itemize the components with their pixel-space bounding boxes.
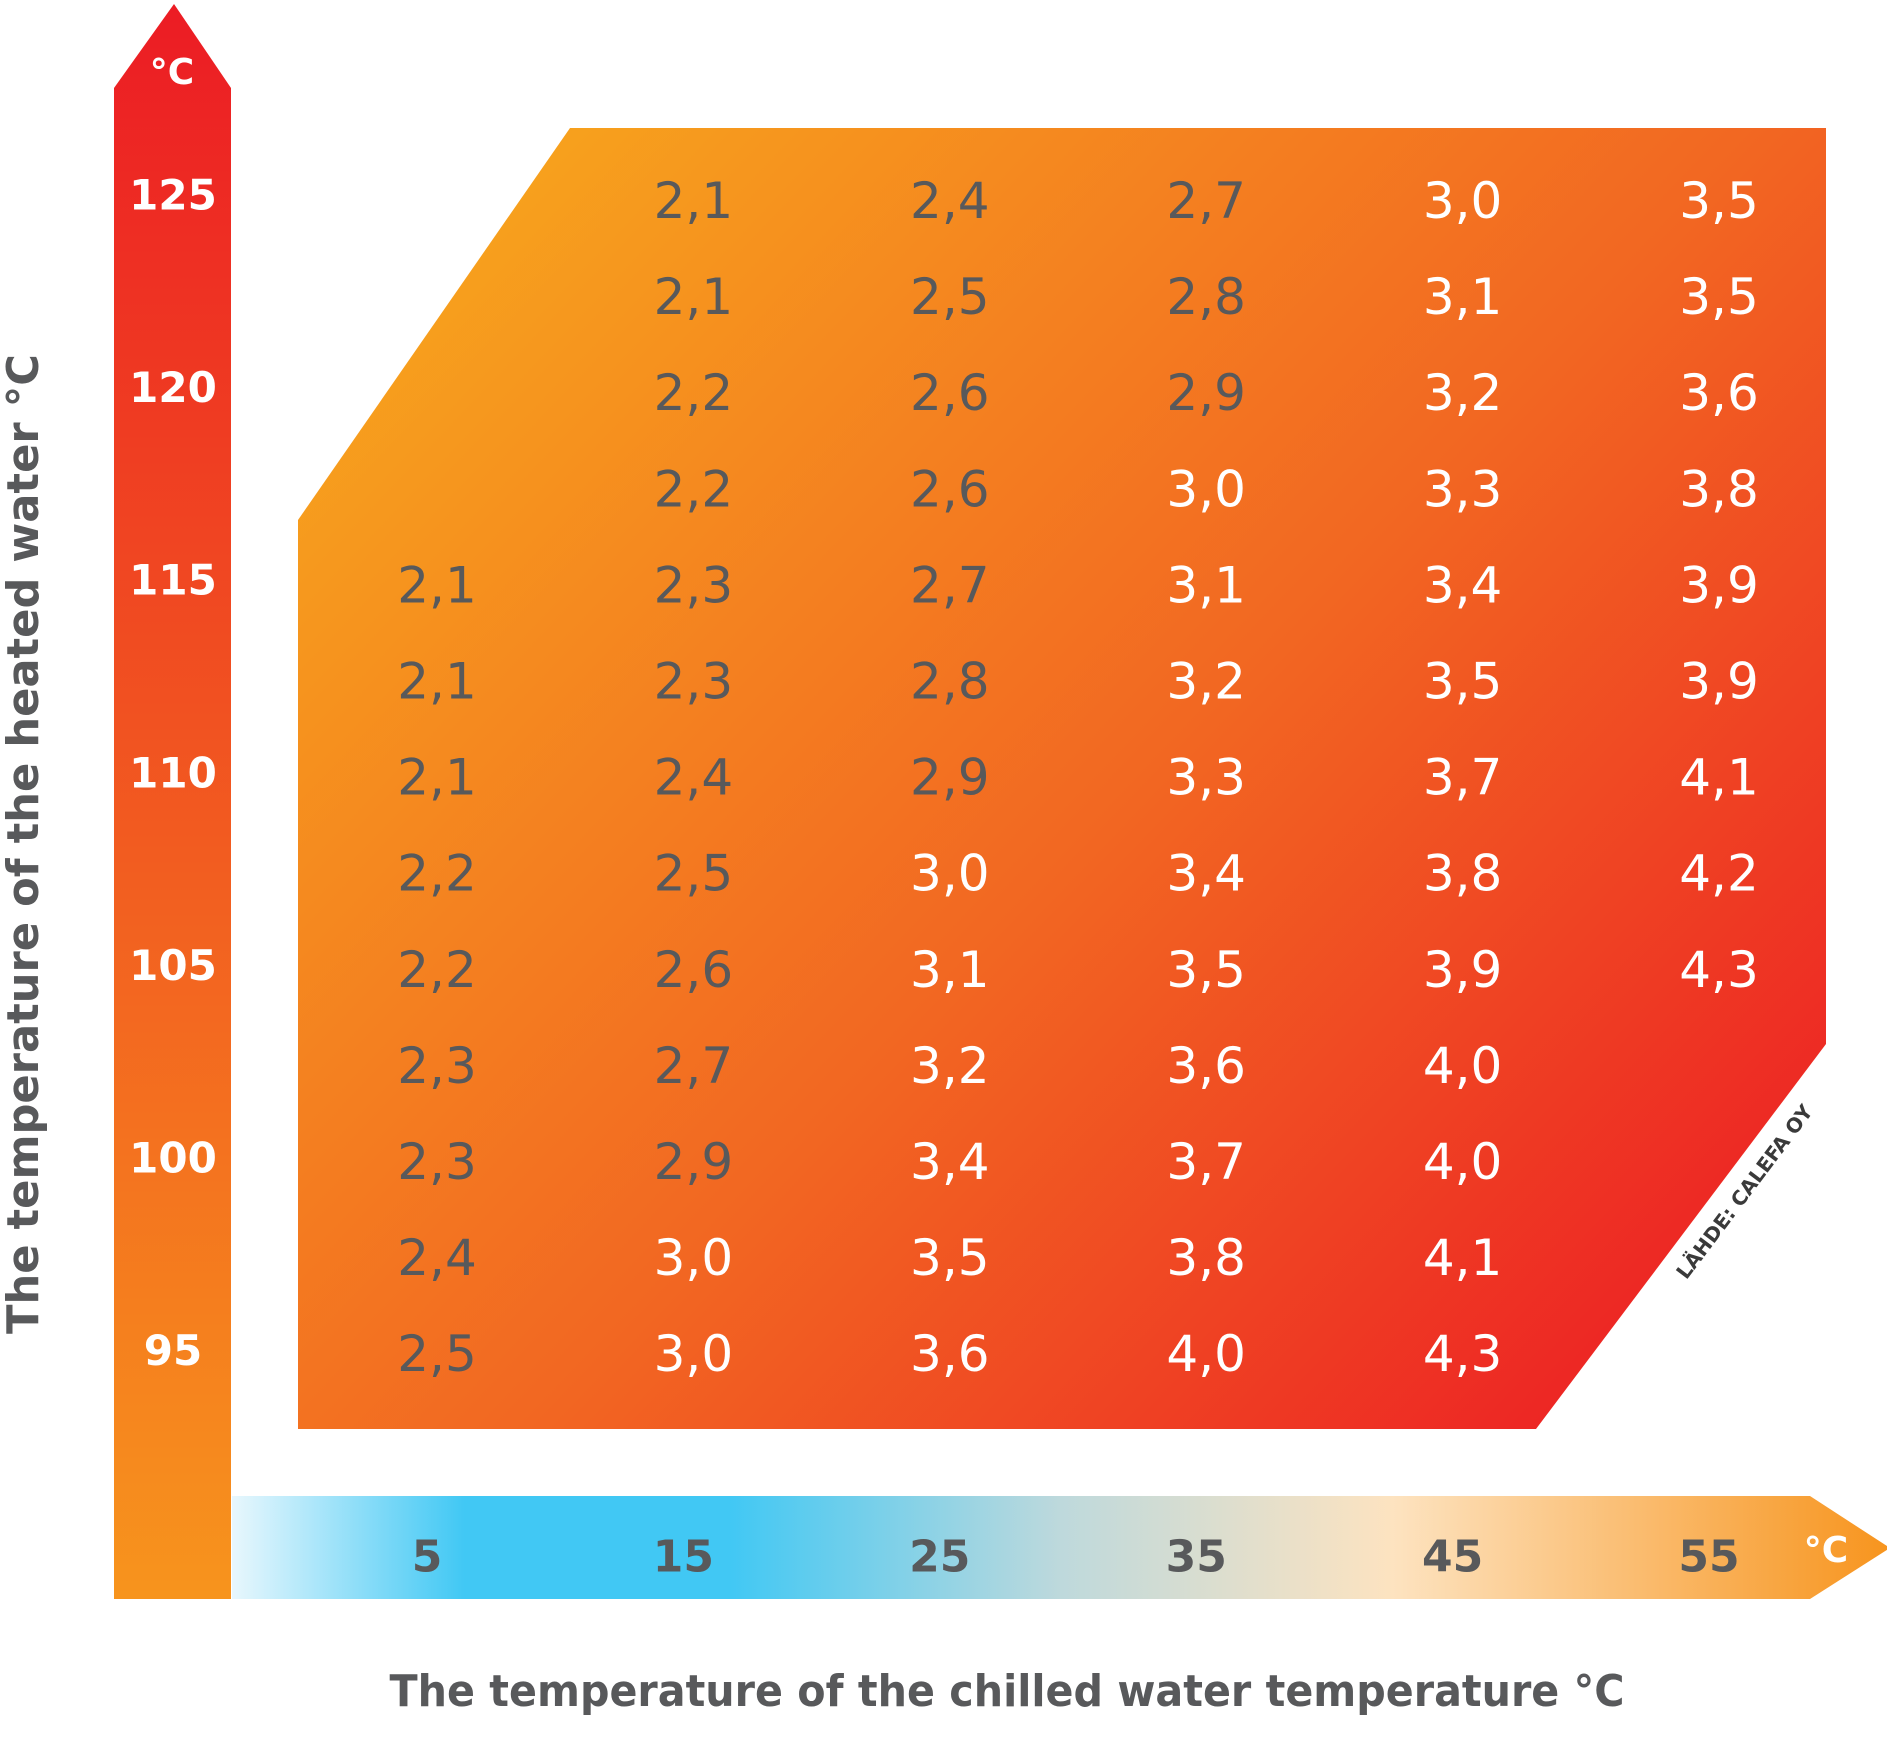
value-cell: 3,5	[1679, 172, 1759, 230]
x-tick-label: 35	[1166, 1532, 1227, 1583]
value-cell: 3,6	[910, 1325, 990, 1383]
value-cell: 2,3	[397, 1133, 477, 1191]
y-tick-label: 125	[129, 171, 217, 220]
value-cell: 2,5	[654, 845, 734, 903]
value-cell: 2,1	[397, 556, 477, 614]
value-cell: 4,0	[1423, 1037, 1503, 1095]
value-cell: 2,3	[397, 1037, 477, 1095]
value-cell: 3,3	[1423, 460, 1503, 518]
value-cell: 3,7	[1166, 1133, 1246, 1191]
y-tick-labels: 125 120 115 110 105 100 95	[129, 171, 217, 1376]
value-cell: 2,4	[654, 749, 734, 807]
value-cell: 3,1	[1423, 268, 1503, 326]
y-tick-label: 100	[129, 1134, 217, 1183]
value-cell: 2,7	[1166, 172, 1246, 230]
value-cell: 2,6	[910, 460, 990, 518]
value-cell: 2,9	[910, 749, 990, 807]
value-cell: 4,1	[1679, 749, 1759, 807]
value-cell: 3,8	[1679, 460, 1759, 518]
x-tick-label: 25	[909, 1532, 970, 1583]
value-cell: 2,2	[654, 364, 734, 422]
value-cells: 2,1 2,4 2,7 3,0 3,5 2,1 2,5 2,8 3,1 3,5 2,2 2,6 2,9 3…	[397, 172, 1759, 1383]
value-cell: 3,2	[1166, 653, 1246, 711]
x-tick-label: 5	[412, 1532, 443, 1583]
value-cell: 2,6	[910, 364, 990, 422]
y-tick-label: 120	[129, 363, 217, 412]
value-cell: 2,3	[654, 653, 734, 711]
value-cell: 4,0	[1423, 1133, 1503, 1191]
value-cell: 2,8	[910, 653, 990, 711]
x-tick-labels: 5 15 25 35 45 55	[412, 1532, 1740, 1583]
value-cell: 2,1	[397, 749, 477, 807]
y-tick-label: 110	[129, 748, 217, 797]
value-cell: 3,6	[1679, 364, 1759, 422]
value-cell: 2,9	[1166, 364, 1246, 422]
value-cell: 2,8	[1166, 268, 1246, 326]
value-cell: 3,5	[1166, 941, 1246, 999]
value-cell: 2,2	[397, 845, 477, 903]
value-cell: 3,0	[654, 1229, 734, 1287]
x-tick-label: 45	[1422, 1532, 1483, 1583]
value-cell: 2,1	[397, 653, 477, 711]
value-cell: 2,4	[397, 1229, 477, 1287]
value-cell: 3,9	[1679, 556, 1759, 614]
value-cell: 4,1	[1423, 1229, 1503, 1287]
value-cell: 3,5	[1423, 653, 1503, 711]
value-cell: 2,5	[910, 268, 990, 326]
value-cell: 3,0	[1166, 460, 1246, 518]
x-tick-label: 15	[653, 1532, 714, 1583]
value-cell: 3,8	[1423, 845, 1503, 903]
value-cell: 3,7	[1423, 749, 1503, 807]
value-panel	[298, 128, 1826, 1429]
value-cell: 3,1	[910, 941, 990, 999]
value-cell: 2,4	[910, 172, 990, 230]
value-cell: 3,9	[1423, 941, 1503, 999]
value-cell: 2,6	[654, 941, 734, 999]
value-cell: 2,5	[397, 1325, 477, 1383]
value-cell: 3,0	[654, 1325, 734, 1383]
value-cell: 3,1	[1166, 556, 1246, 614]
x-axis-title: The temperature of the chilled water tem…	[390, 1666, 1625, 1717]
heated-water-axis-arrow	[114, 4, 231, 1599]
y-tick-label: 105	[129, 941, 217, 990]
value-cell: 4,0	[1166, 1325, 1246, 1383]
y-unit-label: °C	[150, 52, 194, 93]
value-cell: 4,3	[1679, 941, 1759, 999]
value-cell: 3,4	[1423, 556, 1503, 614]
y-axis-title: The temperature of the heated water °C	[0, 354, 49, 1334]
value-cell: 3,5	[1679, 268, 1759, 326]
value-cell: 3,2	[910, 1037, 990, 1095]
value-cell: 2,1	[654, 172, 734, 230]
value-cell: 3,8	[1166, 1229, 1246, 1287]
value-cell: 3,6	[1166, 1037, 1246, 1095]
value-cell: 3,5	[910, 1229, 990, 1287]
x-tick-label: 55	[1678, 1532, 1739, 1583]
value-cell: 2,9	[654, 1133, 734, 1191]
x-unit-label: °C	[1804, 1530, 1848, 1571]
value-cell: 3,2	[1423, 364, 1503, 422]
value-cell: 3,4	[910, 1133, 990, 1191]
value-cell: 2,2	[654, 460, 734, 518]
value-cell: 2,1	[654, 268, 734, 326]
value-cell: 4,3	[1423, 1325, 1503, 1383]
value-cell: 3,0	[1423, 172, 1503, 230]
value-cell: 2,7	[654, 1037, 734, 1095]
chilled-water-axis-arrow	[232, 1496, 1887, 1599]
value-cell: 2,3	[654, 556, 734, 614]
y-tick-label: 95	[144, 1326, 202, 1375]
value-cell: 2,7	[910, 556, 990, 614]
value-cell: 3,9	[1679, 653, 1759, 711]
value-cell: 2,2	[397, 941, 477, 999]
y-tick-label: 115	[129, 556, 217, 605]
value-cell: 3,3	[1166, 749, 1246, 807]
value-cell: 3,4	[1166, 845, 1246, 903]
value-cell: 3,0	[910, 845, 990, 903]
value-cell: 4,2	[1679, 845, 1759, 903]
